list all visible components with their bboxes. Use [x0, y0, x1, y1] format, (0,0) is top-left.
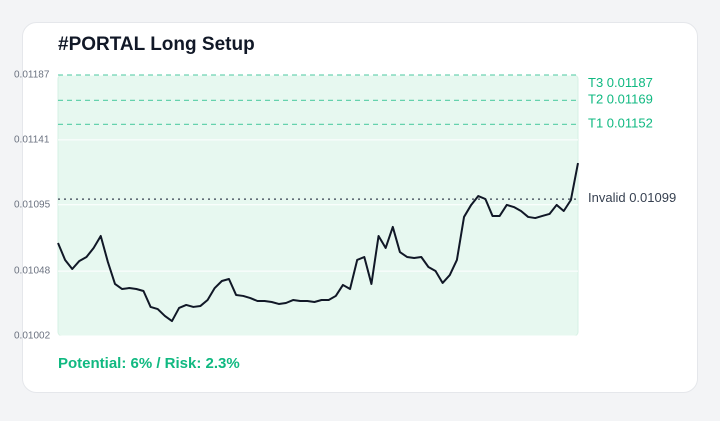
y-tick-label: 0.01187	[14, 70, 50, 81]
level-label: T2 0.01169	[588, 92, 653, 107]
level-value: 0.01099	[629, 191, 676, 206]
level-value: 0.01187	[607, 75, 653, 90]
price-line	[57, 162, 579, 323]
level-label: Invalid 0.01099	[588, 191, 676, 206]
level-name: T1	[588, 116, 603, 131]
level-value: 0.01152	[607, 116, 653, 131]
y-tick-label: 0.01141	[14, 135, 50, 146]
chart-title: #PORTAL Long Setup	[58, 34, 255, 55]
level-name: Invalid	[588, 191, 626, 206]
level-value: 0.01169	[607, 92, 653, 107]
plot-area	[57, 74, 579, 337]
y-tick-label: 0.01048	[14, 266, 51, 277]
y-tick-label: 0.01095	[14, 199, 51, 210]
level-label: T1 0.01152	[588, 116, 653, 131]
y-tick-label: 0.01002	[14, 331, 51, 342]
level-name: T2	[588, 92, 603, 107]
footer: Potential: 6% / Risk: 2.3%	[58, 355, 240, 372]
level-name: T3	[588, 75, 603, 90]
level-label: T3 0.01187	[588, 75, 653, 90]
